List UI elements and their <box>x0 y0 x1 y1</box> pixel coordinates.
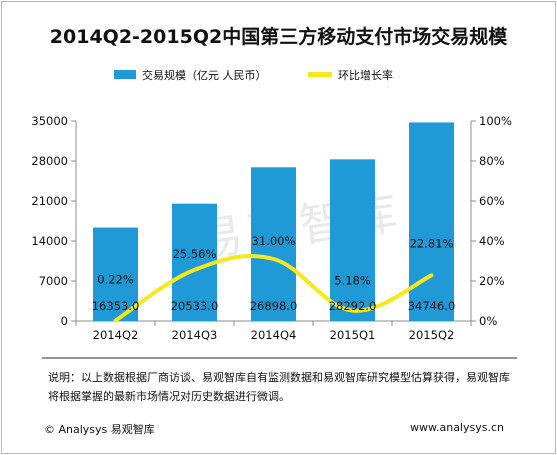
growth-rate-line <box>113 254 434 323</box>
bar <box>330 159 375 321</box>
y-right-tick-label: 60% <box>479 194 505 208</box>
bar-value-label: 34746.0 <box>408 299 456 313</box>
y-right-tick-label: 100% <box>479 114 512 128</box>
y-left-tick-label: 0 <box>61 314 68 328</box>
bar <box>93 227 138 321</box>
line-point-label: 25.56% <box>173 247 217 261</box>
y-left-tick-label: 28000 <box>31 154 68 168</box>
website-text: www.analysys.cn <box>410 421 504 434</box>
bar-value-label: 28292.0 <box>329 299 377 313</box>
legend-swatch-bar <box>114 70 136 79</box>
y-right-tick-label: 20% <box>479 274 505 288</box>
copyright-text: © Analysys 易观智库 <box>44 423 155 436</box>
x-tick-label: 2015Q2 <box>409 328 455 342</box>
bar <box>409 122 454 321</box>
bar-value-label: 16353.0 <box>92 299 140 313</box>
y-left-tick-label: 7000 <box>39 274 68 288</box>
y-left-tick-label: 21000 <box>31 194 68 208</box>
footnote: 说明：以上数据根据厂商访谈、易观智库自有监测数据和易观智库研究模型估算获得，易观… <box>48 371 510 403</box>
x-tick-label: 2014Q2 <box>93 328 139 342</box>
bar <box>251 167 296 321</box>
line-point-label: 31.00% <box>252 234 296 248</box>
y-right-tick-label: 40% <box>479 234 505 248</box>
bar-value-label: 26898.0 <box>250 299 298 313</box>
x-tick-label: 2014Q4 <box>251 328 297 342</box>
bar-value-label: 20533.0 <box>171 299 219 313</box>
y-left-tick-label: 14000 <box>31 234 68 248</box>
x-tick-label: 2014Q3 <box>172 328 218 342</box>
legend-label-line: 环比增长率 <box>338 68 393 82</box>
line-point-label: 5.18% <box>334 274 371 288</box>
y-right-tick-label: 80% <box>479 154 505 168</box>
y-right-tick-label: 0% <box>479 314 497 328</box>
legend-label-bar: 交易规模（亿元 人民币） <box>142 68 267 82</box>
line-point-label: 22.81% <box>410 236 454 250</box>
x-tick-label: 2015Q1 <box>330 328 376 342</box>
y-left-tick-label: 35000 <box>31 114 68 128</box>
legend-swatch-line <box>308 72 332 77</box>
chart-title: 2014Q2-2015Q2中国第三方移动支付市场交易规模 <box>49 26 508 48</box>
line-point-label: 0.22% <box>97 273 134 287</box>
